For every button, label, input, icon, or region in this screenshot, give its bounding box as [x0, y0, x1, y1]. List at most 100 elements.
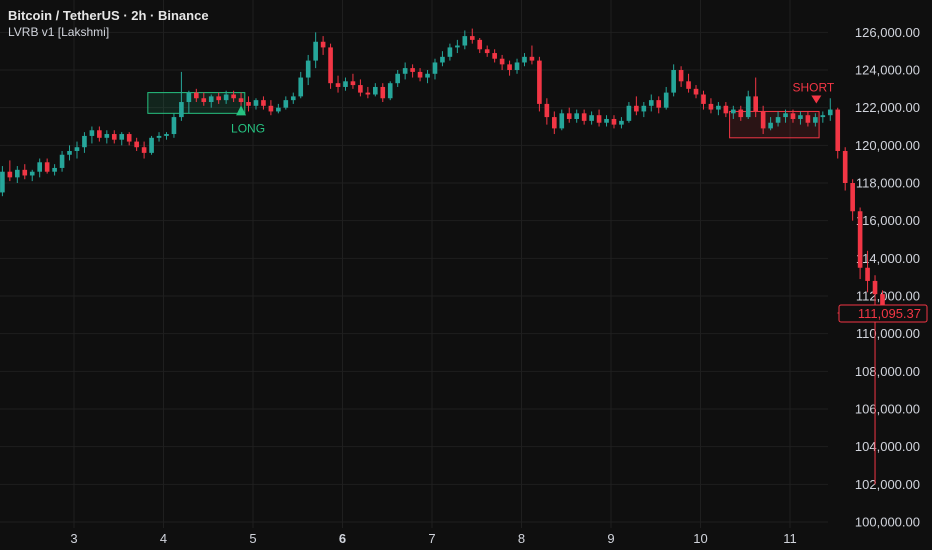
y-tick-label: 100,000.00 [855, 515, 920, 530]
candle-body [29, 171, 35, 176]
candle-body [283, 100, 289, 108]
candle [566, 107, 572, 123]
candle-body [775, 117, 781, 123]
y-tick-label: 122,000.00 [855, 100, 920, 115]
candle [59, 150, 65, 172]
candle-body [835, 109, 841, 151]
candle [216, 92, 222, 104]
candle-body [716, 105, 721, 110]
candle-body [619, 120, 624, 125]
y-tick-label: 102,000.00 [855, 477, 920, 492]
candle [663, 86, 669, 110]
candle-body [335, 83, 341, 87]
y-tick-label: 120,000.00 [855, 138, 920, 153]
candle-body [753, 96, 759, 112]
candle [537, 56, 542, 112]
candle-body [626, 105, 632, 121]
candle-body [104, 134, 110, 138]
candle-body [783, 113, 788, 118]
candle [805, 111, 811, 127]
candle-body [768, 122, 773, 129]
symbol-title[interactable]: Bitcoin / TetherUS · 2h · Binance [8, 8, 209, 23]
short-zone-box [729, 110, 820, 139]
candle-body [842, 150, 848, 184]
candle-body [22, 169, 28, 176]
candle [835, 107, 841, 159]
candle [619, 117, 624, 129]
short-signal-arrow-icon [811, 95, 822, 104]
candle-body [731, 109, 736, 114]
candle-body [634, 105, 639, 112]
candle [52, 164, 57, 176]
y-tick-label: 110,000.00 [856, 326, 920, 341]
candle-body [328, 47, 333, 84]
candle-body [298, 77, 304, 97]
candle-body [514, 62, 520, 71]
candle [410, 64, 415, 78]
candle [798, 111, 803, 125]
candle-body [320, 41, 326, 48]
candle-body [820, 115, 826, 118]
candle-body [827, 109, 833, 116]
candle-body [111, 134, 117, 140]
candle-body [738, 109, 744, 118]
candle [552, 111, 557, 135]
y-tick-label: 108,000.00 [855, 364, 920, 379]
x-tick-label: 10 [693, 531, 707, 546]
candle-body [44, 162, 50, 172]
candle-body [149, 137, 154, 153]
long-signal-arrow-icon [236, 105, 247, 116]
candle [529, 45, 535, 65]
candle-body [469, 36, 475, 40]
candle-body [686, 81, 691, 89]
candle-body [581, 113, 587, 121]
candle-body [574, 113, 580, 119]
candle-body [194, 92, 199, 99]
candle [141, 141, 147, 159]
candle-body [537, 60, 542, 104]
candle-body [589, 115, 594, 121]
candle [865, 250, 870, 293]
candle [723, 102, 729, 118]
candle-body [126, 134, 132, 142]
candle [775, 111, 781, 127]
candle-body [760, 111, 766, 129]
candle [231, 90, 236, 103]
candle-body [656, 100, 662, 108]
candle-body [179, 102, 184, 118]
candle [149, 135, 154, 155]
candle [790, 109, 796, 123]
candle-body [141, 147, 147, 153]
candle [678, 66, 684, 87]
candle [387, 81, 393, 101]
candle [246, 96, 251, 112]
candle-body [268, 105, 274, 112]
x-tick-label: 9 [607, 531, 614, 546]
candle [29, 169, 35, 182]
candle [186, 90, 192, 114]
candle-body [156, 135, 162, 138]
candle-body [164, 134, 169, 136]
candle [708, 98, 714, 114]
candle [328, 43, 333, 89]
indicator-label[interactable]: LVRB v1 [Lakshmi] [8, 25, 110, 39]
candle [559, 109, 565, 131]
candle [514, 58, 520, 74]
candle [701, 90, 706, 110]
candle-body [305, 60, 311, 78]
y-tick-label: 112,000.00 [856, 289, 920, 304]
candle [111, 130, 117, 144]
candle [276, 103, 281, 114]
candle-body [186, 92, 192, 103]
x-tick-label: 7 [428, 531, 435, 546]
candle-body [395, 73, 401, 84]
candle-body [745, 96, 751, 118]
candle-body [171, 117, 177, 135]
candle [365, 86, 371, 99]
x-tick-label: 3 [70, 531, 77, 546]
candle-body [59, 154, 65, 168]
candle-body [216, 96, 222, 101]
candle-body [440, 56, 445, 63]
candle [589, 111, 594, 125]
